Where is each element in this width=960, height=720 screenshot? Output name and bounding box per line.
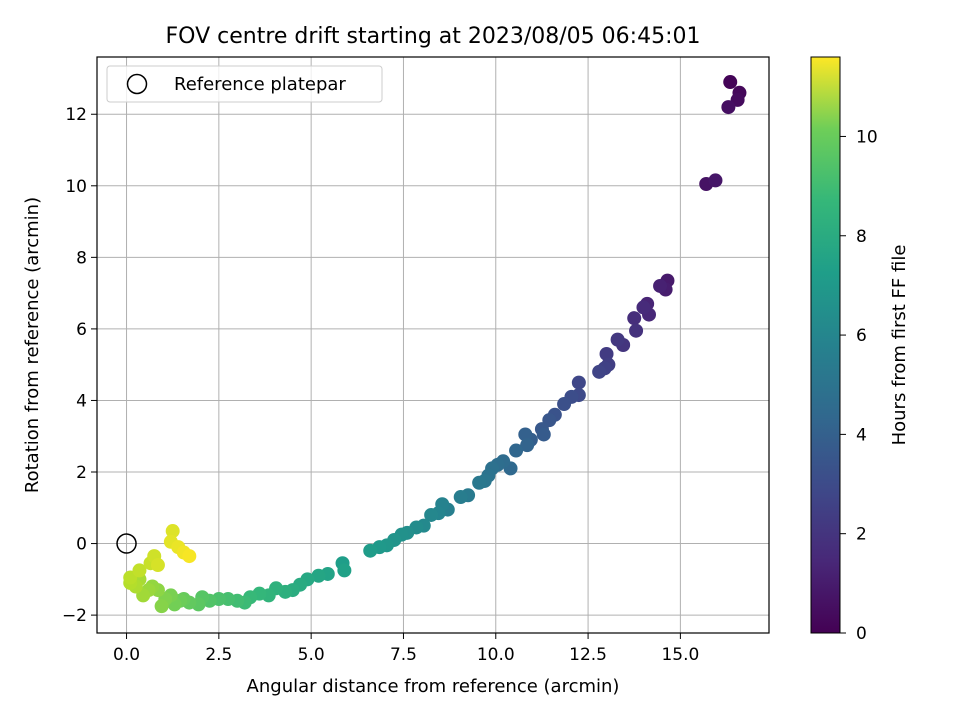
reference-platepar-marker: [116, 533, 137, 554]
data-point: [599, 346, 614, 361]
data-point: [165, 524, 180, 539]
x-tick-label: 5.0: [298, 645, 325, 665]
colorbar-label: Hours from first FF file: [889, 245, 910, 446]
data-point: [182, 549, 197, 564]
x-tick-label: 10.0: [477, 645, 515, 665]
data-points: [123, 75, 747, 614]
data-point: [453, 490, 468, 505]
y-tick-label: 10: [65, 177, 87, 197]
x-tick-label: 0.0: [113, 645, 140, 665]
grid: [97, 57, 769, 633]
y-axis-label: Rotation from reference (arcmin): [22, 197, 43, 493]
data-point: [557, 397, 572, 412]
x-tick-label: 12.5: [569, 645, 607, 665]
y-axis-ticks: −2 0 2 4 6 8 10 12: [62, 105, 97, 626]
colorbar-gradient: [810, 56, 841, 634]
data-point: [627, 311, 642, 326]
y-tick-label: 6: [76, 320, 87, 340]
y-tick-label: 12: [65, 105, 87, 125]
data-point: [721, 100, 736, 115]
data-point: [708, 173, 723, 188]
y-tick-label: −2: [62, 606, 87, 626]
data-point: [150, 558, 165, 573]
colorbar-tick-label: 0: [856, 624, 867, 644]
data-point: [337, 563, 352, 578]
data-point: [154, 599, 169, 614]
data-point: [723, 75, 738, 90]
data-point: [610, 332, 625, 347]
data-point: [518, 427, 533, 442]
data-point: [592, 364, 607, 379]
colorbar-tick-label: 4: [856, 425, 867, 445]
legend-label: Reference platepar: [174, 74, 346, 95]
chart-title: FOV centre drift starting at 2023/08/05 …: [166, 24, 701, 49]
plot-area: [96, 56, 770, 634]
data-point: [536, 427, 551, 442]
colorbar-tick-label: 10: [856, 127, 878, 147]
y-tick-label: 4: [76, 391, 87, 411]
data-point: [636, 300, 651, 315]
legend-box: [106, 65, 383, 103]
x-axis-ticks: 0.0 2.5 5.0 7.5 10.0 12.5 15.0: [113, 633, 699, 665]
x-axis-label: Angular distance from reference (arcmin): [247, 676, 620, 697]
x-tick-label: 2.5: [205, 645, 232, 665]
x-tick-label: 7.5: [390, 645, 417, 665]
data-point: [472, 475, 487, 490]
colorbar-tick-label: 6: [856, 326, 867, 346]
colorbar-ticks: 0 2 4 6 8 10: [840, 127, 878, 644]
y-tick-label: 2: [76, 463, 87, 483]
x-tick-label: 15.0: [661, 645, 699, 665]
data-point: [132, 563, 147, 578]
data-point: [571, 375, 586, 390]
data-point: [653, 278, 668, 293]
data-point: [311, 568, 326, 583]
colorbar-tick-label: 8: [856, 227, 867, 247]
y-tick-label: 8: [76, 248, 87, 268]
legend-marker-open-circle: [126, 73, 148, 95]
data-point: [509, 443, 524, 458]
data-point: [424, 507, 439, 522]
legend: Reference platepar: [106, 65, 383, 103]
colorbar: 0 2 4 6 8 10 Hours from first FF file: [810, 56, 910, 644]
data-point: [520, 438, 535, 453]
data-point: [629, 323, 644, 338]
data-point: [363, 543, 378, 558]
colorbar-tick-label: 2: [856, 525, 867, 545]
y-tick-label: 0: [76, 535, 87, 555]
